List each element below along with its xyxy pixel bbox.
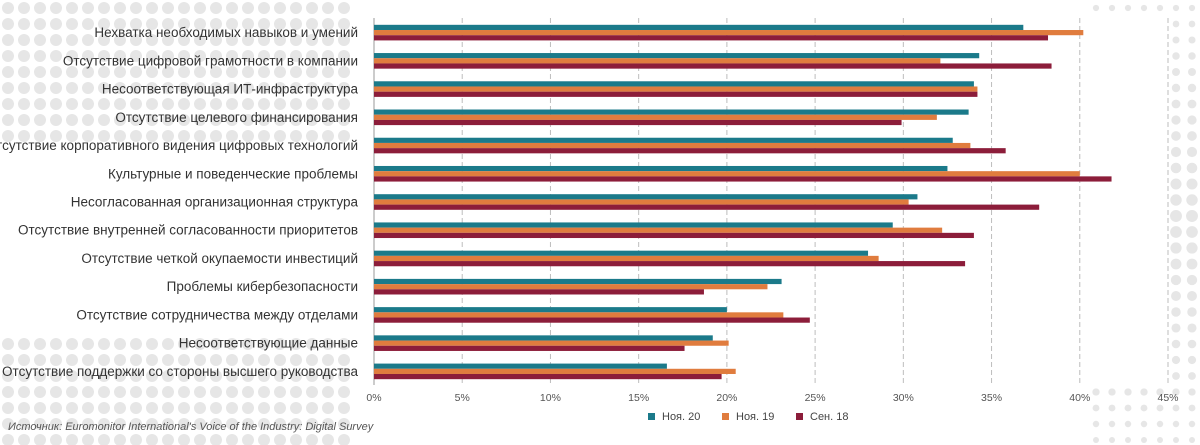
x-tick-label: 35% [981,392,1002,404]
bar [374,335,713,341]
bar [374,222,893,228]
category-label: Отсутствие поддержки со стороны высшего … [2,364,358,379]
bar [374,81,974,87]
x-tick-label: 15% [628,392,649,404]
bar [374,284,768,290]
x-tick-label: 0% [366,392,381,404]
legend-label: Сен. 18 [810,411,848,423]
category-label: Проблемы кибербезопасности [167,279,358,294]
bar [374,278,782,285]
bar [374,312,784,318]
bar [374,148,1006,154]
bar [374,317,810,323]
category-label: Отсутствие целевого финансирования [115,110,358,125]
x-axis-ticks: 0% 5% 10% 15% 20% 25% 30% 35% 40% 45% [366,392,1178,404]
bar [374,114,937,120]
bar [374,119,902,126]
bar [374,142,971,149]
legend-swatch [648,413,655,420]
bar [374,109,969,115]
legend-swatch [796,413,803,420]
bar [374,176,1112,182]
x-tick-label: 5% [455,392,470,404]
x-tick-label: 30% [893,392,914,404]
category-labels: Нехватка необходимых навыков и умений Отс… [0,25,358,379]
bar [374,373,722,380]
legend-label: Ноя. 20 [662,411,700,423]
x-tick-label: 25% [805,392,826,404]
x-tick-label: 45% [1157,392,1178,404]
bar [374,35,1049,41]
x-tick-label: 10% [540,392,561,404]
category-label: Несоответствующая ИТ-инфраструктура [102,82,359,97]
source-note: Источник: Euromonitor International's Vo… [8,421,374,433]
bar [374,86,978,92]
bar [374,368,736,374]
bar [374,345,685,351]
bar [374,24,1024,31]
bar [374,30,1084,36]
legend: Ноя. 20 Ноя. 19 Сен. 18 [648,411,848,423]
bar [374,204,1040,210]
bar [374,53,980,59]
bar [374,165,948,172]
category-label: Отсутствие внутренней согласованности пр… [18,223,358,238]
legend-label: Ноя. 19 [736,411,774,423]
bar [374,63,1052,69]
category-label: Отсутствие цифровой грамотности в компан… [63,53,358,68]
bar [374,255,879,262]
bar [374,199,909,205]
x-tick-label: 20% [716,392,737,404]
bar [374,194,918,200]
bar [374,250,869,256]
bar [374,137,953,143]
category-label: Культурные и поведенческие проблемы [108,166,358,181]
bar [374,307,727,313]
bar [374,289,704,295]
legend-swatch [722,413,729,420]
bar [374,171,1080,177]
category-label: Нехватка необходимых навыков и умений [94,25,358,40]
category-label: Несогласованная организационная структур… [71,195,359,210]
category-label: Несоответствующие данные [179,336,358,351]
bar [374,261,966,267]
category-label: Отсутствие сотрудничества между отделами [76,307,358,322]
category-label: Отсутствие четкой окупаемости инвестиций [81,251,358,266]
bar [374,58,941,64]
x-tick-label: 40% [1069,392,1090,404]
bar [374,227,943,233]
bar [374,91,978,97]
bar [374,340,729,346]
bar [374,232,974,239]
category-label: Отсутствие корпоративного видения цифров… [0,138,358,153]
bar [374,363,667,369]
bars [374,24,1112,380]
